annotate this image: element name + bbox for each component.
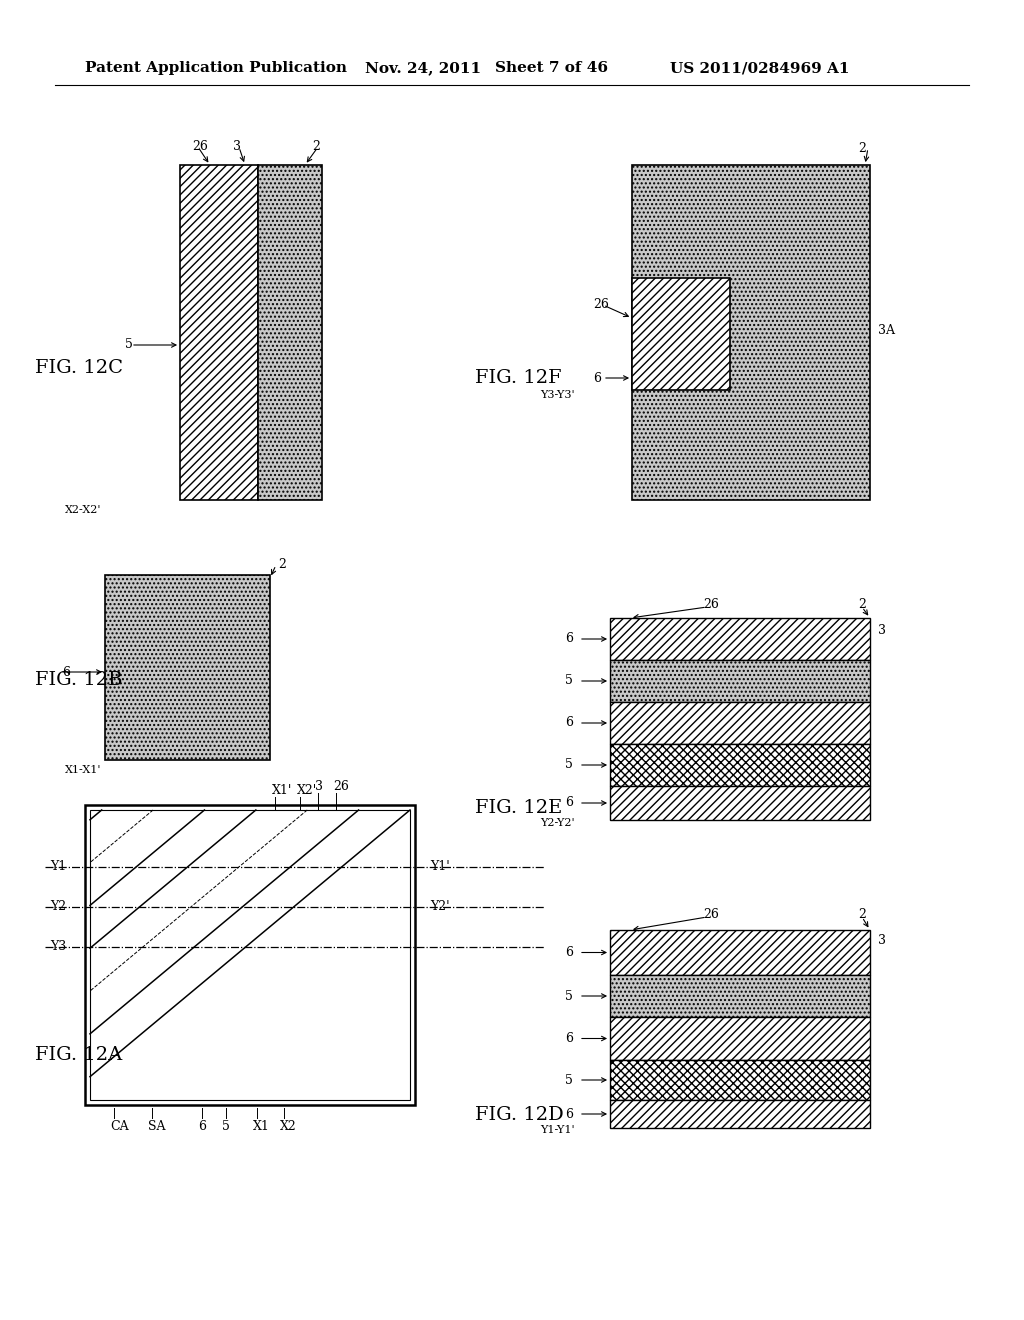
Bar bbox=[610, 975, 870, 1016]
Bar bbox=[85, 805, 415, 1105]
Text: Y1': Y1' bbox=[430, 861, 450, 874]
Text: 6: 6 bbox=[198, 1119, 206, 1133]
Text: 3: 3 bbox=[878, 623, 886, 636]
Text: 3: 3 bbox=[233, 140, 241, 153]
Text: 2: 2 bbox=[858, 908, 866, 921]
Text: 3: 3 bbox=[315, 780, 323, 793]
Text: X1: X1 bbox=[253, 1119, 270, 1133]
Text: 3: 3 bbox=[878, 933, 886, 946]
Text: 6: 6 bbox=[565, 632, 573, 645]
Text: FIG. 12B: FIG. 12B bbox=[35, 671, 123, 689]
Text: 5: 5 bbox=[125, 338, 133, 351]
Text: 26: 26 bbox=[703, 908, 719, 921]
Text: SA: SA bbox=[148, 1119, 166, 1133]
Bar bbox=[610, 618, 870, 660]
Text: Patent Application Publication: Patent Application Publication bbox=[85, 61, 347, 75]
Text: FIG. 12F: FIG. 12F bbox=[475, 370, 561, 387]
Bar bbox=[632, 165, 870, 500]
Text: 6: 6 bbox=[62, 665, 70, 678]
Text: 3A: 3A bbox=[878, 323, 895, 337]
Text: 6: 6 bbox=[565, 946, 573, 960]
Bar bbox=[258, 165, 322, 500]
Text: 6: 6 bbox=[565, 717, 573, 730]
Text: Y2-Y2': Y2-Y2' bbox=[540, 818, 574, 828]
Text: X2-X2': X2-X2' bbox=[65, 506, 101, 515]
Text: 5: 5 bbox=[565, 759, 572, 771]
Text: 2: 2 bbox=[858, 598, 866, 611]
Text: 6: 6 bbox=[565, 1107, 573, 1121]
Text: X2: X2 bbox=[280, 1119, 297, 1133]
Bar bbox=[610, 744, 870, 785]
Text: FIG. 12E: FIG. 12E bbox=[475, 799, 562, 817]
Text: 26: 26 bbox=[703, 598, 719, 611]
Bar bbox=[610, 1016, 870, 1060]
Bar bbox=[180, 165, 258, 500]
Text: Y3: Y3 bbox=[50, 940, 67, 953]
Text: Y1: Y1 bbox=[50, 861, 67, 874]
Text: 26: 26 bbox=[333, 780, 349, 793]
Text: CA: CA bbox=[110, 1119, 129, 1133]
Text: Y1-Y1': Y1-Y1' bbox=[540, 1125, 574, 1135]
Text: X1-X1': X1-X1' bbox=[65, 766, 101, 775]
Text: 26: 26 bbox=[193, 140, 208, 153]
Text: X1': X1' bbox=[272, 784, 293, 797]
Text: Y2: Y2 bbox=[50, 900, 67, 913]
Bar bbox=[610, 702, 870, 744]
Text: X2': X2' bbox=[297, 784, 317, 797]
Text: 5: 5 bbox=[222, 1119, 229, 1133]
Text: 6: 6 bbox=[565, 796, 573, 809]
Text: 6: 6 bbox=[593, 371, 601, 384]
Text: 2: 2 bbox=[278, 558, 286, 572]
Text: Y3-Y3': Y3-Y3' bbox=[540, 389, 574, 400]
Text: 5: 5 bbox=[565, 1073, 572, 1086]
Bar bbox=[105, 576, 270, 760]
Bar bbox=[610, 785, 870, 820]
Text: Sheet 7 of 46: Sheet 7 of 46 bbox=[495, 61, 608, 75]
Text: Nov. 24, 2011: Nov. 24, 2011 bbox=[365, 61, 481, 75]
Text: FIG. 12D: FIG. 12D bbox=[475, 1106, 564, 1125]
Bar bbox=[610, 931, 870, 975]
Bar bbox=[610, 1060, 870, 1100]
Bar bbox=[90, 810, 410, 1100]
Text: 26: 26 bbox=[593, 298, 609, 312]
Text: US 2011/0284969 A1: US 2011/0284969 A1 bbox=[670, 61, 850, 75]
Text: Y2': Y2' bbox=[430, 900, 450, 913]
Text: 2: 2 bbox=[312, 140, 319, 153]
Text: FIG. 12A: FIG. 12A bbox=[35, 1045, 122, 1064]
Text: 5: 5 bbox=[565, 675, 572, 688]
Text: 2: 2 bbox=[858, 141, 866, 154]
Text: 6: 6 bbox=[565, 1032, 573, 1045]
Bar bbox=[610, 660, 870, 702]
Text: 5: 5 bbox=[565, 990, 572, 1002]
Bar bbox=[632, 279, 730, 389]
Text: FIG. 12C: FIG. 12C bbox=[35, 359, 123, 378]
Bar bbox=[610, 1100, 870, 1129]
